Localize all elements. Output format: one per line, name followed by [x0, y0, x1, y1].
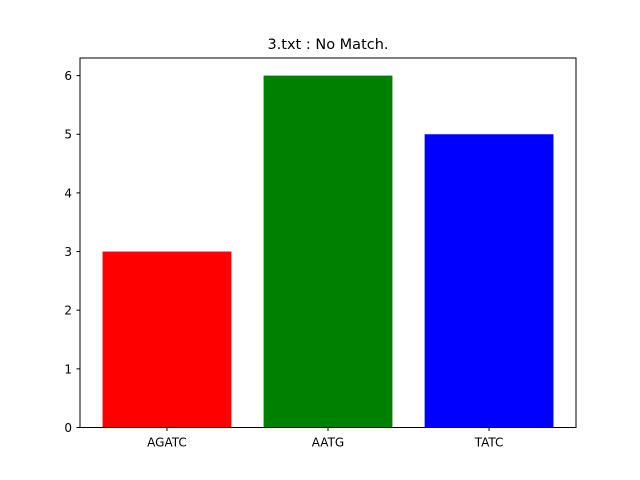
y-tick-label: 3: [64, 245, 72, 259]
x-tick-label-tatc: TATC: [474, 436, 504, 450]
y-axis: 0 1 2 3 4 5 6: [64, 69, 80, 435]
y-tick-label: 2: [64, 304, 72, 318]
x-tick-label-aatg: AATG: [312, 436, 344, 450]
y-tick-label: 4: [64, 186, 72, 200]
plot-area-frame: [79, 57, 577, 428]
y-tick-label: 1: [64, 362, 72, 376]
bar-aatg: [263, 75, 393, 428]
x-tick-label-agatc: AGATC: [147, 436, 187, 450]
bars-layer: [102, 75, 554, 428]
y-tick-label: 0: [64, 421, 72, 435]
bar-agatc: [102, 251, 232, 428]
bar-tatc: [424, 134, 554, 428]
y-tick-label: 6: [64, 69, 72, 83]
x-axis: AGATC AATG TATC: [147, 427, 504, 450]
chart-title: 3.txt : No Match.: [267, 37, 388, 53]
y-tick-label: 5: [64, 128, 72, 142]
